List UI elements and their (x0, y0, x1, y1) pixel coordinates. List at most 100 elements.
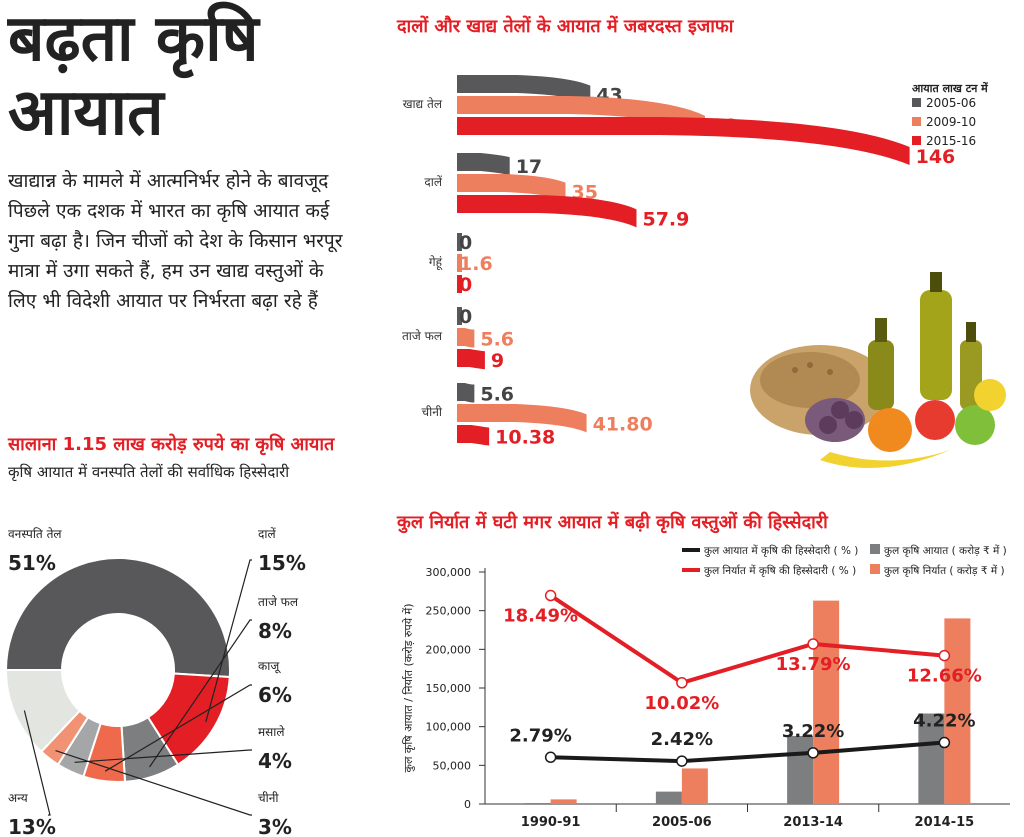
produce-illustration (750, 272, 1006, 468)
bar-export (550, 799, 577, 804)
y-tick-label: 100,000 (426, 721, 472, 734)
line-value-label: 12.66% (907, 666, 982, 687)
legend-rect-swatch (870, 564, 880, 574)
bar-2005-06 (457, 75, 591, 104)
bar-value-label: 10.38 (495, 427, 555, 449)
bar-import (655, 791, 682, 804)
line-point (544, 751, 557, 764)
bar-2009-10 (457, 404, 587, 433)
category-label: गेहूं (429, 255, 443, 271)
bar-2009-10 (457, 174, 566, 201)
leader-line (23, 710, 51, 816)
category-label: खाद्य तेल (403, 97, 443, 111)
y-axis-label: कुल कृषि आयात / निर्यात (करोड़ रुपये में… (402, 604, 415, 773)
bar-import (524, 803, 551, 804)
line-import-share (550, 740, 945, 764)
slice-value: 6% (258, 683, 292, 707)
legend-rect-swatch (870, 544, 880, 554)
bar-value-label: 0 (459, 306, 472, 328)
import-bar-chart: खाद्य तेल4380146दालें173557.9गेहूं01.60त… (402, 75, 989, 449)
bar-value-label: 5.6 (480, 328, 514, 350)
legend-label: 2009-10 (926, 115, 976, 129)
legend-swatch (912, 98, 921, 107)
bar-value-label: 0 (459, 274, 472, 296)
line-point (807, 638, 819, 650)
slice-label: वनस्पति तेल (8, 527, 62, 541)
line-value-label: 2.79% (509, 725, 571, 746)
leader-line (55, 750, 252, 816)
bar-value-label: 0 (459, 232, 472, 254)
slice-value: 8% (258, 619, 292, 643)
leader-line (74, 749, 252, 763)
line-point (676, 755, 688, 767)
legend-label: कुल आयात में कृषि की हिस्सेदारी ( % ) (704, 544, 858, 557)
intro-text: खाद्यान्न के मामले में आत्मनिर्भर होने क… (8, 170, 343, 312)
bar-value-label: 146 (916, 146, 956, 168)
x-tick-label: 1990-91 (521, 815, 581, 830)
category-label: दालें (424, 175, 442, 189)
y-tick-label: 200,000 (426, 643, 472, 656)
bar-value-label: 17 (516, 156, 542, 178)
bar-2015-16 (457, 349, 485, 370)
export-import-combo-chart: 0 50,000 100,000 150,000 200,000 250,000 300,0… (402, 544, 1010, 830)
line-value-label: 13.79% (776, 654, 851, 675)
slice-label: दालें (258, 527, 276, 541)
bar-2015-16 (457, 195, 637, 228)
leader-line (149, 619, 252, 768)
bar-export (944, 618, 971, 804)
line-point (938, 736, 951, 749)
bar-import (787, 735, 814, 804)
legend-label: 2005-06 (926, 96, 976, 110)
bar-2009-10 (457, 96, 705, 134)
legend-swatch (912, 117, 921, 126)
line-export-share (549, 593, 945, 685)
leader-line (205, 559, 252, 723)
legend-label: 2015-16 (926, 134, 976, 148)
line-value-label: 3.22% (782, 721, 844, 742)
bar-2005-06 (457, 233, 462, 251)
bars-title: दालों और खाद्य तेलों के आयात में जबरदस्त… (397, 16, 734, 37)
bar-import (918, 713, 945, 804)
leader-line (104, 684, 252, 772)
y-tick-label: 300,000 (426, 566, 472, 579)
line-value-label: 4.22% (913, 711, 975, 732)
bar-2015-16 (457, 425, 490, 446)
line-point (676, 677, 688, 689)
pie-subtitle: कृषि आयात में वनस्पति तेलों की सर्वाधिक … (8, 463, 290, 481)
line-point (544, 589, 557, 602)
slice-value: 51% (8, 551, 56, 575)
x-tick-label: 2014-15 (915, 815, 975, 830)
import-share-donut: वनस्पति तेल 51% दालें 15% ताजे फल 8% काजू 6% मसा… (4, 527, 306, 837)
category-label: चीनी (422, 405, 443, 419)
bar-value-label: 57.9 (642, 208, 689, 230)
slice-value: 13% (8, 815, 56, 837)
bar-2009-10 (457, 328, 475, 348)
slice-value: 4% (258, 749, 292, 773)
legend-title: आयात लाख टन में (912, 81, 989, 95)
y-tick-label: 150,000 (426, 682, 472, 695)
line-value-label: 10.02% (644, 693, 719, 714)
bar-2015-16 (457, 275, 462, 293)
bar-value-label: 5.6 (480, 383, 514, 405)
x-tick-label: 2013-14 (783, 815, 843, 830)
combo-title: कुल निर्यात में घटी मगर आयात में बढ़ी कृ… (397, 512, 828, 533)
line-value-label: 2.42% (651, 729, 713, 750)
main-title: बढ़ता कृषि आयात (8, 2, 259, 150)
slice-value: 15% (258, 551, 306, 575)
slice-value: 3% (258, 815, 292, 837)
bar-2005-06 (457, 307, 462, 325)
y-tick-label: 0 (464, 798, 471, 811)
bar-2005-06 (457, 153, 510, 176)
donut-slice-6 (4, 669, 82, 754)
legend-label: कुल निर्यात में कृषि की हिस्सेदारी ( % ) (704, 564, 856, 577)
slice-label: ताजे फल (258, 595, 299, 609)
pie-title: सालाना 1.15 लाख करोड़ रुपये का कृषि आयात (8, 434, 335, 455)
x-tick-label: 2005-06 (652, 815, 712, 830)
line-point (807, 747, 819, 759)
bar-2009-10 (457, 254, 462, 272)
legend-swatch (912, 136, 921, 145)
bar-value-label: 9 (491, 350, 504, 372)
y-tick-label: 50,000 (433, 759, 472, 772)
category-label: ताजे फल (402, 329, 443, 343)
bar-value-label: 41.80 (593, 413, 653, 435)
